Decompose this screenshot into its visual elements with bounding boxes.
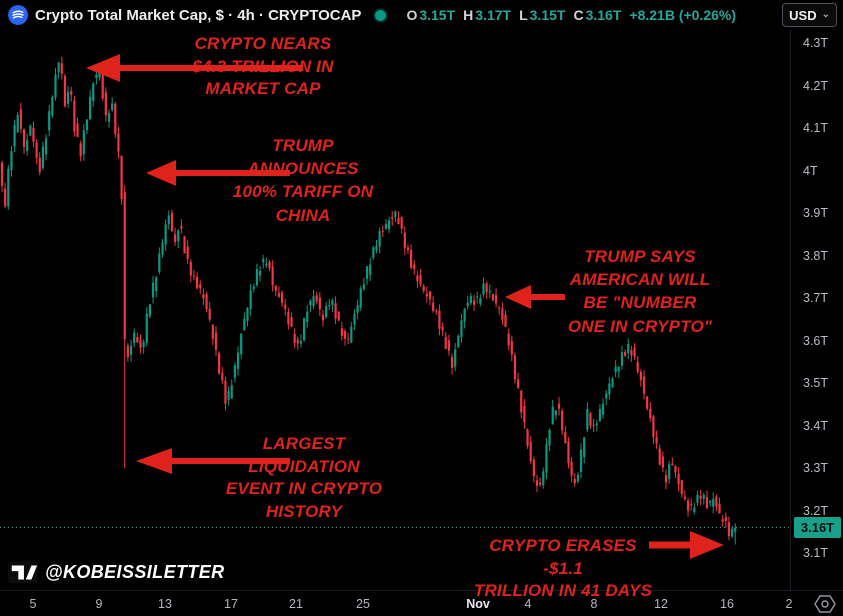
time-tick-label: 17 [224, 597, 238, 611]
annotation-line: AMERICAN WILL [569, 270, 711, 290]
ohlc-change-value: +8.21B (+0.26%) [629, 7, 737, 23]
price-tick-label: 3.2T [803, 503, 829, 518]
scale-settings-icon[interactable] [812, 594, 838, 614]
price-tick-label: 3.7T [803, 291, 829, 305]
cryptocap-logo-icon [8, 5, 28, 25]
time-tick-label: 25 [356, 597, 370, 611]
annotation-liquidation: LARGEST LIQUIDATION EVENT IN CRYPTO HIST… [206, 433, 402, 523]
chart-header: Crypto Total Market Cap, $ · 4h · CRYPTO… [0, 0, 843, 30]
price-tick-label: 4.3T [803, 36, 829, 50]
price-tick-label: 3.5T [803, 376, 829, 390]
annotation-tariff: TRUMP ANNOUNCES 100% TARIFF ON CHINA [221, 134, 385, 227]
tradingview-logo-icon [8, 560, 38, 584]
ohlc-high-value: 3.17T [475, 7, 512, 23]
time-tick-label: 21 [289, 597, 303, 611]
annotation-number-one: TRUMP SAYS AMERICAN WILL BE "NUMBER ONE … [560, 245, 720, 338]
time-scale-divider [0, 590, 843, 591]
annotation-erase: CRYPTO ERASES -$1.1 TRILLION IN 41 DAYS [470, 535, 656, 603]
price-scale-divider [790, 30, 791, 590]
price-tick-label: 3.6T [803, 333, 829, 348]
price-tick-label: 3.9T [803, 206, 829, 220]
time-tick-label: Nov [466, 597, 490, 611]
ohlc-high-label: H [463, 7, 474, 23]
annotation-line: $4.3 TRILLION IN [192, 56, 334, 76]
annotation-line: BE "NUMBER [583, 293, 697, 313]
ohlc-low-value: 3.15T [529, 7, 566, 23]
ohlc-open-label: O [406, 7, 418, 23]
annotation-line: TRILLION IN 41 DAYS [473, 581, 653, 601]
time-tick-label: 5 [29, 597, 37, 611]
ohlc-open-value: 3.15T [419, 7, 456, 23]
price-scale[interactable]: 4.3T 4.2T 4.1T 4T 3.9T 3.8T 3.7T 3.6T 3.5T 3.4T 3.… [791, 30, 843, 590]
annotation-line: CRYPTO NEARS [194, 34, 332, 53]
time-tick-label: 16 [720, 597, 734, 611]
last-price-badge: 3.16T [794, 517, 841, 538]
time-tick-label: 2 [785, 597, 793, 611]
price-tick-label: 3.1T [803, 546, 829, 560]
time-tick-label: 9 [95, 597, 103, 611]
ohlc-low-label: L [519, 7, 528, 23]
price-tick-label: 4.1T [803, 121, 829, 135]
symbol-title[interactable]: Crypto Total Market Cap, $ · 4h · CRYPTO… [35, 6, 362, 24]
annotation-line: TRUMP SAYS [584, 247, 696, 266]
annotation-line: HISTORY [265, 501, 343, 521]
watermark: @KOBEISSILETTER [8, 560, 225, 584]
annotation-line: ANNOUNCES [247, 159, 359, 179]
time-tick-label: 8 [590, 597, 598, 611]
price-tick-label: 3.3T [803, 461, 829, 475]
time-scale[interactable]: 5 9 13 17 21 25 Nov 4 8 12 16 2 [0, 591, 843, 616]
annotation-line: MARKET CAP [205, 79, 321, 99]
annotation-line: ONE IN CRYPTO" [567, 316, 713, 336]
time-tick-label: 12 [654, 597, 668, 611]
chevron-down-icon: ⌄ [821, 8, 830, 20]
price-tick-label: 3.4T [803, 418, 829, 433]
watermark-handle: @KOBEISSILETTER [45, 561, 225, 582]
ohlc-close-value: 3.16T [585, 7, 622, 23]
annotation-line: EVENT IN CRYPTO [225, 479, 383, 499]
annotation-line: LARGEST LIQUIDATION [248, 434, 360, 476]
currency-dropdown-button[interactable]: USD ⌄ [782, 3, 837, 27]
time-tick-label: 13 [158, 597, 172, 611]
time-tick-label: 4 [524, 597, 532, 611]
price-tick-label: 4.2T [803, 78, 829, 93]
currency-dropdown-label: USD [789, 7, 817, 23]
price-tick-label: 3.8T [803, 248, 829, 263]
annotation-line: CHINA [275, 205, 331, 225]
market-status-icon [375, 9, 387, 21]
ohlc-close-label: C [573, 7, 584, 23]
price-tick-label: 4T [803, 163, 818, 178]
annotation-line: TRUMP [272, 136, 334, 155]
annotation-line: CRYPTO ERASES -$1.1 [489, 536, 637, 578]
annotation-peak: CRYPTO NEARS $4.3 TRILLION IN MARKET CAP [168, 33, 358, 101]
ohlc-readout: O 3.15T H 3.17T L 3.15T C 3.16T +8.21B (+0.2… [398, 7, 736, 23]
annotation-line: 100% TARIFF ON [232, 182, 374, 202]
